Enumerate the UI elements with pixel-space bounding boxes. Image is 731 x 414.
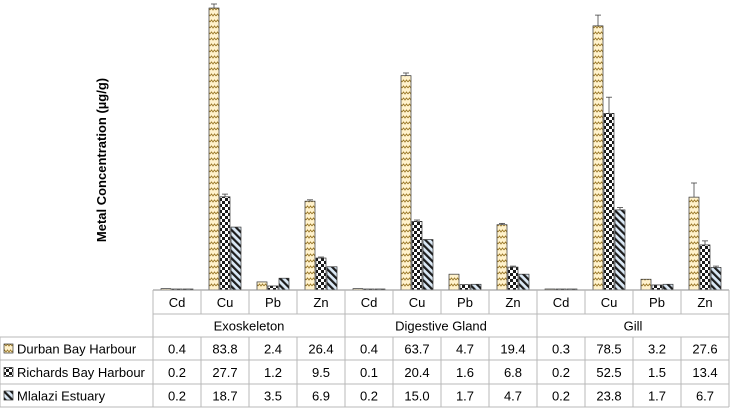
table-cell-durban-bay-harbour-gill-cu: 78.5: [596, 342, 621, 357]
table-cell-richards-bay-harbour-exoskeleton-pb: 1.2: [264, 365, 282, 380]
table-cell-mlalazi-estuary-gill-cu: 23.8: [596, 389, 621, 404]
bar-mlalazi-estuary-digestive-gland-pb: [470, 283, 482, 291]
table-cell-mlalazi-estuary-exoskeleton-pb: 3.5: [264, 389, 282, 404]
table-cell-durban-bay-harbour-digestive-gland-cu: 63.7: [404, 342, 429, 357]
table-cell-richards-bay-harbour-exoskeleton-cu: 27.7: [212, 365, 237, 380]
table-cell-durban-bay-harbour-exoskeleton-pb: 2.4: [264, 342, 282, 357]
bar-durban-bay-harbour-gill-pb: [640, 278, 652, 291]
table-cell-richards-bay-harbour-gill-cu: 52.5: [596, 365, 621, 380]
bar-durban-bay-harbour-gill-cu: [592, 25, 604, 291]
table-cell-richards-bay-harbour-digestive-gland-pb: 1.6: [456, 365, 474, 380]
table-cell-richards-bay-harbour-gill-zn: 13.4: [692, 365, 717, 380]
table-cell-richards-bay-harbour-digestive-gland-zn: 6.8: [504, 365, 522, 380]
data-table: Cd Cu Pb Zn Cd Cu Pb Zn Cd Cu Pb Zn Exoskeleton Diges…: [0, 289, 730, 408]
category-label-digestive-gland-cd: Cd: [361, 295, 378, 310]
table-cell-richards-bay-harbour-digestive-gland-cu: 20.4: [404, 365, 429, 380]
bar-richards-bay-harbour-exoskeleton-cu: [219, 196, 231, 291]
legend-key-durban-bay-harbour: [3, 343, 14, 354]
bars-layer: [160, 7, 722, 291]
table-cell-mlalazi-estuary-exoskeleton-zn: 6.9: [312, 389, 330, 404]
table-cell-durban-bay-harbour-gill-cd: 0.3: [552, 342, 570, 357]
bar-durban-bay-harbour-exoskeleton-pb: [256, 281, 268, 291]
category-label-gill-cd: Cd: [553, 295, 570, 310]
table-cell-durban-bay-harbour-gill-zn: 27.6: [692, 342, 717, 357]
bar-richards-bay-harbour-exoskeleton-zn: [315, 257, 327, 291]
bar-durban-bay-harbour-digestive-gland-cu: [400, 75, 412, 291]
category-label-gill-cu: Cu: [601, 295, 618, 310]
bar-richards-bay-harbour-digestive-gland-pb: [459, 284, 471, 291]
legend-key-richards-bay-harbour: [3, 367, 14, 377]
table-cell-mlalazi-estuary-exoskeleton-cd: 0.2: [168, 389, 186, 404]
bar-mlalazi-estuary-digestive-gland-cu: [422, 239, 434, 291]
bar-richards-bay-harbour-gill-zn: [699, 244, 711, 291]
category-label-exoskeleton-cd: Cd: [169, 295, 186, 310]
table-cell-richards-bay-harbour-exoskeleton-zn: 9.5: [312, 365, 330, 380]
table-cell-richards-bay-harbour-gill-cd: 0.2: [552, 365, 570, 380]
bar-durban-bay-harbour-exoskeleton-zn: [304, 200, 316, 291]
legend-key-mlalazi-estuary: [3, 390, 14, 401]
table-cell-mlalazi-estuary-digestive-gland-cu: 15.0: [404, 389, 429, 404]
bar-richards-bay-harbour-exoskeleton-pb: [267, 285, 279, 291]
bar-richards-bay-harbour-gill-cu: [603, 112, 615, 291]
table-cell-richards-bay-harbour-digestive-gland-cd: 0.1: [360, 365, 378, 380]
category-label-gill-zn: Zn: [697, 295, 712, 310]
table-cell-richards-bay-harbour-gill-pb: 1.5: [648, 365, 666, 380]
table-cell-durban-bay-harbour-digestive-gland-pb: 4.7: [456, 342, 474, 357]
legend-label-mlalazi-estuary: Mlalazi Estuary: [17, 389, 106, 404]
bar-richards-bay-harbour-digestive-gland-cu: [411, 221, 423, 291]
table-cell-durban-bay-harbour-digestive-gland-zn: 19.4: [500, 342, 525, 357]
bar-mlalazi-estuary-exoskeleton-cu: [230, 226, 242, 291]
bar-richards-bay-harbour-gill-pb: [651, 284, 663, 291]
legend-label-richards-bay-harbour: Richards Bay Harbour: [17, 365, 146, 380]
table-cell-mlalazi-estuary-gill-cd: 0.2: [552, 389, 570, 404]
bar-durban-bay-harbour-gill-zn: [688, 196, 700, 291]
table-cell-mlalazi-estuary-gill-pb: 1.7: [648, 389, 666, 404]
table-cell-durban-bay-harbour-digestive-gland-cd: 0.4: [360, 342, 378, 357]
group-label-gill: Gill: [624, 319, 643, 334]
table-cell-mlalazi-estuary-digestive-gland-cd: 0.2: [360, 389, 378, 404]
table-cell-durban-bay-harbour-exoskeleton-cd: 0.4: [168, 342, 186, 357]
category-label-exoskeleton-pb: Pb: [265, 295, 281, 310]
legend-label-durban-bay-harbour: Durban Bay Harbour: [17, 342, 137, 357]
group-label-digestive-gland: Digestive Gland: [395, 319, 487, 334]
bar-mlalazi-estuary-gill-zn: [710, 267, 722, 291]
bar-mlalazi-estuary-gill-cu: [614, 209, 626, 291]
y-axis-title: Metal Concentration (µg/g): [94, 78, 109, 242]
category-label-exoskeleton-zn: Zn: [313, 295, 328, 310]
table-cell-mlalazi-estuary-digestive-gland-pb: 1.7: [456, 389, 474, 404]
bar-richards-bay-harbour-digestive-gland-zn: [507, 266, 519, 291]
group-label-exoskeleton: Exoskeleton: [214, 319, 285, 334]
bar-durban-bay-harbour-digestive-gland-zn: [496, 224, 508, 291]
table-cell-durban-bay-harbour-exoskeleton-zn: 26.4: [308, 342, 333, 357]
table-cell-mlalazi-estuary-exoskeleton-cu: 18.7: [212, 389, 237, 404]
table-cell-durban-bay-harbour-exoskeleton-cu: 83.8: [212, 342, 237, 357]
table-cell-mlalazi-estuary-gill-zn: 6.7: [696, 389, 714, 404]
category-label-digestive-gland-zn: Zn: [505, 295, 520, 310]
table-cell-richards-bay-harbour-exoskeleton-cd: 0.2: [168, 365, 186, 380]
category-label-digestive-gland-cu: Cu: [409, 295, 426, 310]
bar-durban-bay-harbour-digestive-gland-pb: [448, 273, 460, 291]
table-cell-mlalazi-estuary-digestive-gland-zn: 4.7: [504, 389, 522, 404]
bar-durban-bay-harbour-exoskeleton-cu: [208, 7, 220, 291]
error-bars-layer: [211, 3, 719, 268]
bar-mlalazi-estuary-digestive-gland-zn: [518, 273, 530, 291]
category-label-digestive-gland-pb: Pb: [457, 295, 473, 310]
bar-mlalazi-estuary-exoskeleton-pb: [278, 277, 290, 291]
table-cell-durban-bay-harbour-gill-pb: 3.2: [648, 342, 666, 357]
category-label-exoskeleton-cu: Cu: [217, 295, 234, 310]
bar-mlalazi-estuary-gill-pb: [662, 283, 674, 291]
category-label-gill-pb: Pb: [649, 295, 665, 310]
bar-mlalazi-estuary-exoskeleton-zn: [326, 266, 338, 291]
